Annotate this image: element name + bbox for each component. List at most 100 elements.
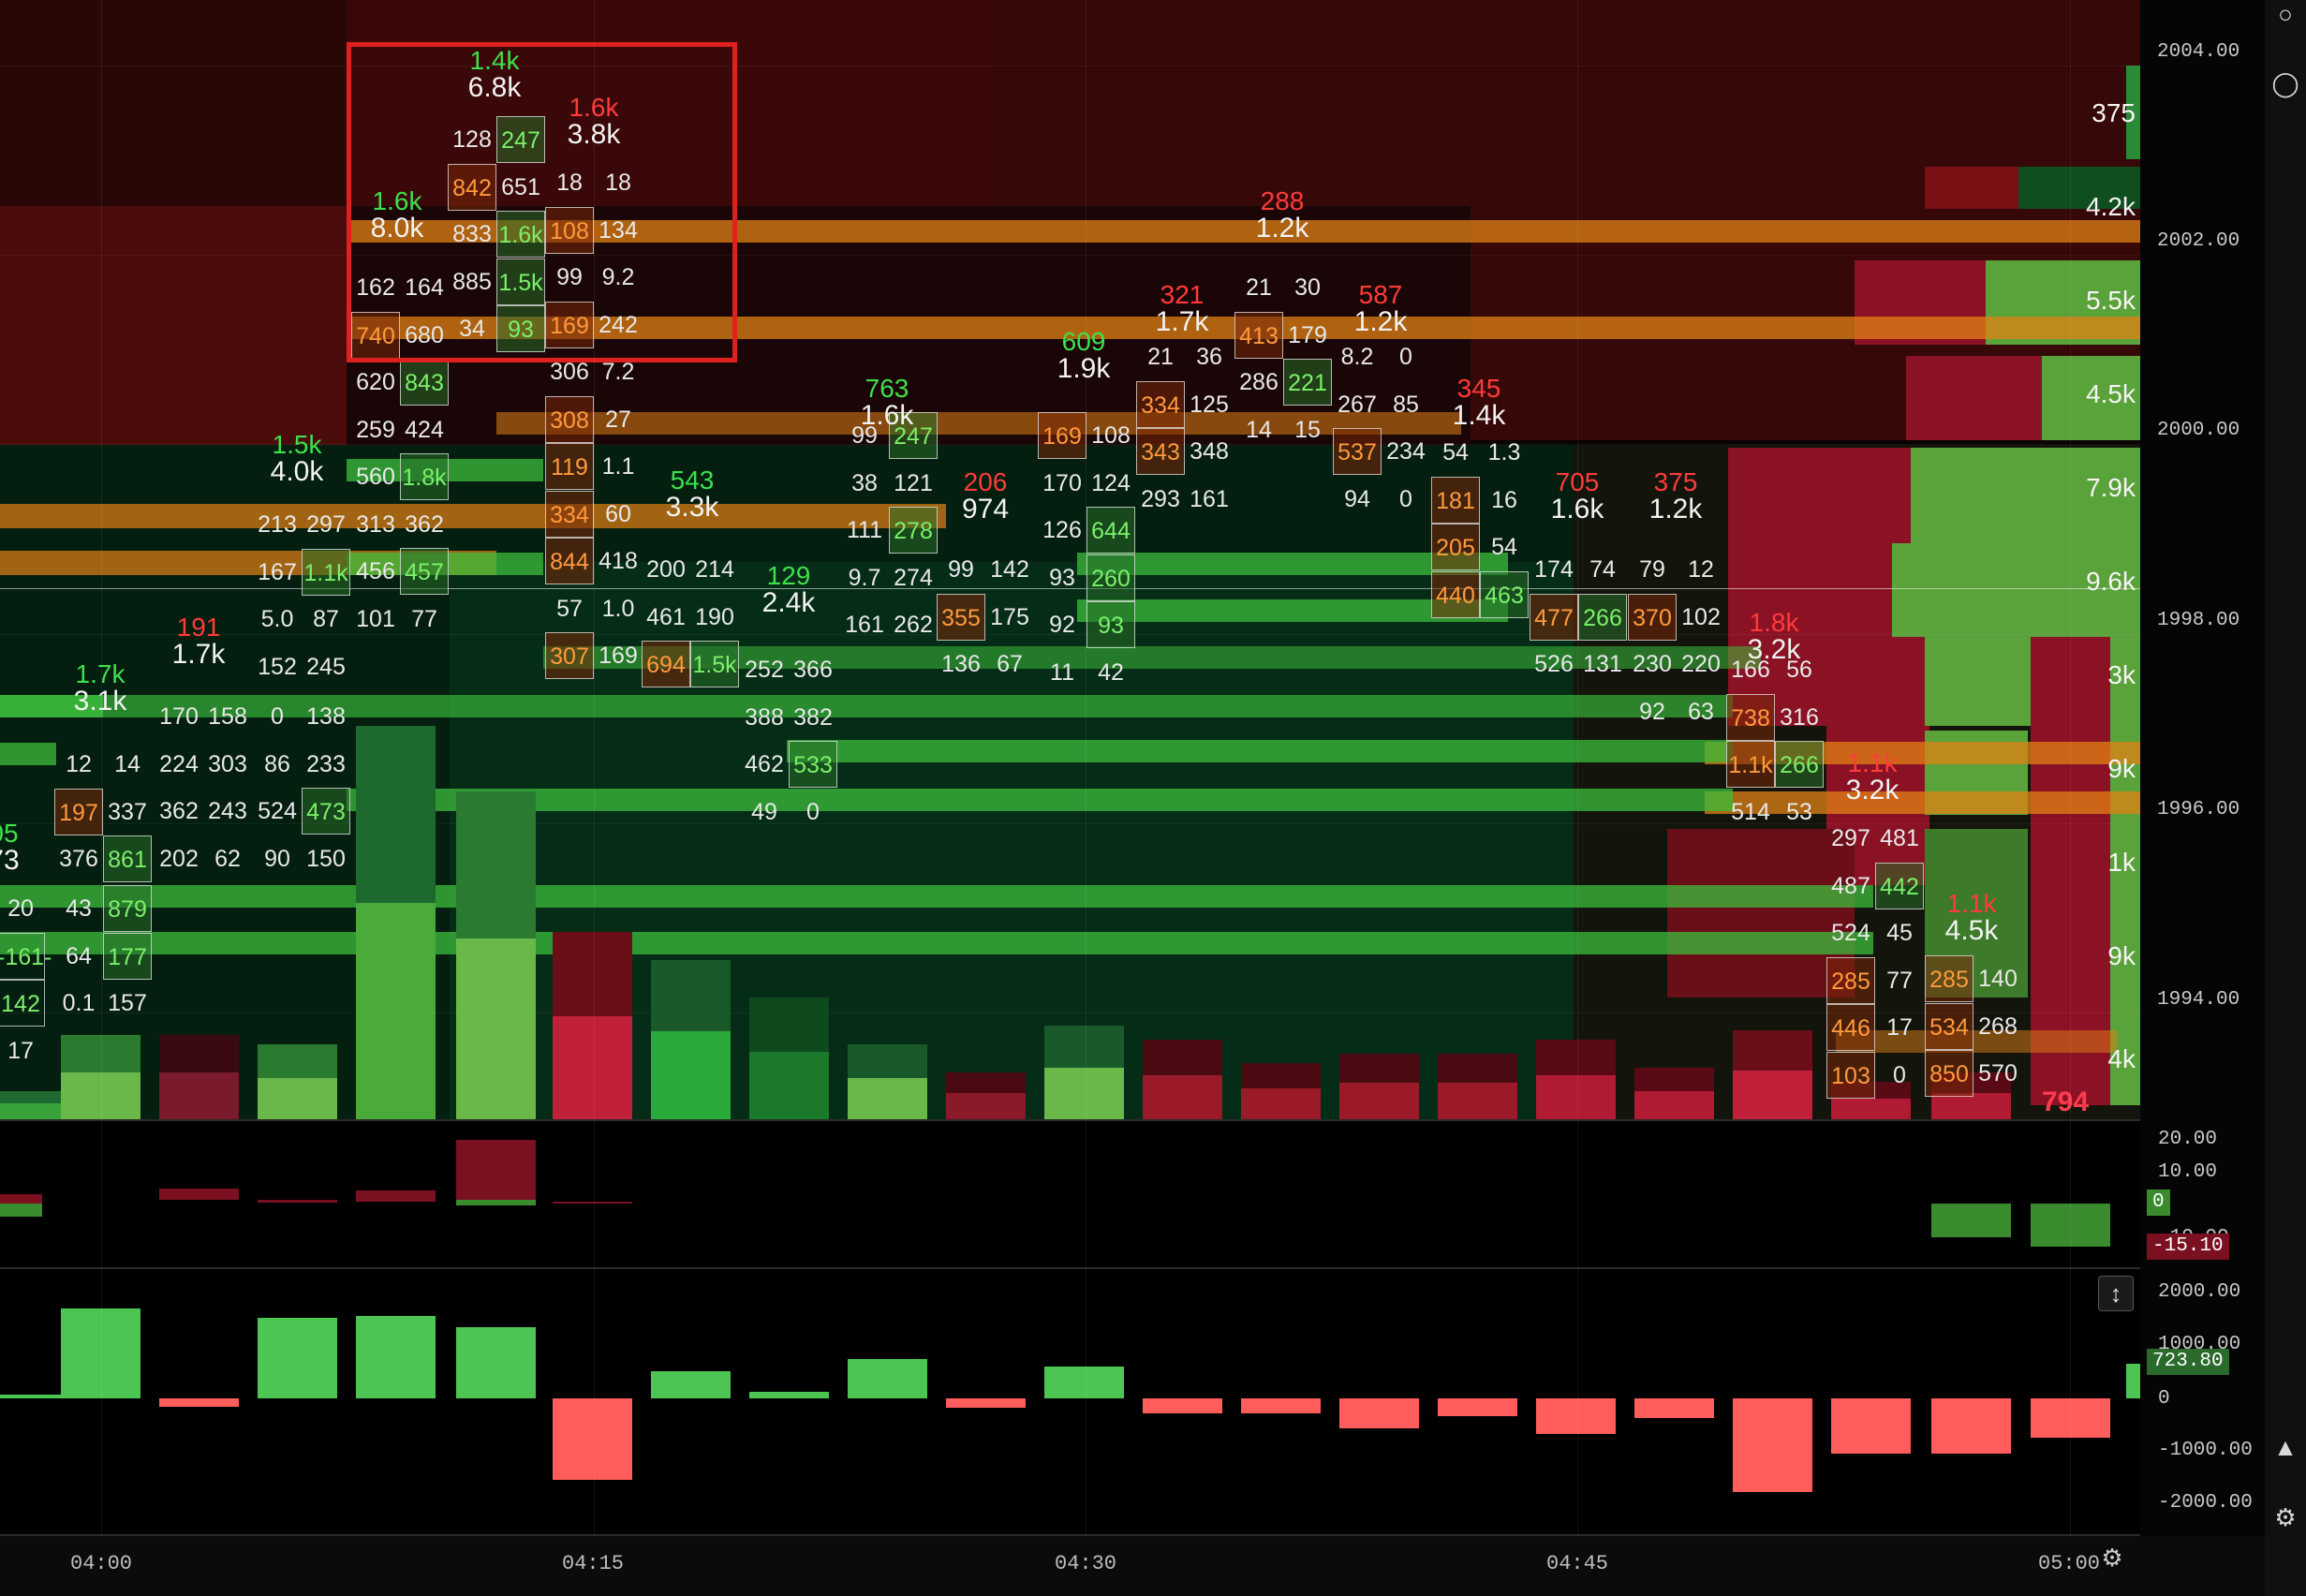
selection-rectangle[interactable]: [347, 42, 737, 362]
volume-bar: [1339, 1054, 1419, 1119]
ask-volume-cell: 266: [1775, 741, 1824, 788]
bid-volume-cell: 92: [1049, 612, 1075, 638]
bid-volume-cell: 534: [1925, 1002, 1973, 1050]
price-axis[interactable]: 2004.00 2002.00 2000.00 1998.00 1996.00 1994.…: [2140, 0, 2265, 1536]
cumulative-delta-bar: [1241, 1398, 1321, 1413]
ask-volume-cell: 138: [306, 703, 346, 730]
bar-total-label: 6.8k: [467, 72, 522, 103]
volume-bar: [1634, 1068, 1714, 1119]
time-axis[interactable]: 04:00 04:15 04:30 04:45 05:00: [0, 1536, 2265, 1596]
volume-bar-segment: [456, 938, 536, 1119]
ask-volume-cell: 56: [1786, 657, 1812, 683]
ask-volume-cell: 214: [695, 556, 734, 583]
ask-volume-cell: 242: [599, 311, 638, 338]
ask-volume-cell: 18: [605, 170, 631, 196]
volume-bar-segment: [553, 1016, 632, 1119]
indicator-bar: [553, 1202, 632, 1204]
ask-volume-cell: 164: [405, 274, 444, 301]
indicator-tick-label: -1000.00: [2158, 1440, 2253, 1461]
heatmap-zone: [1728, 448, 1911, 555]
chat-icon[interactable]: ○: [2278, 0, 2293, 28]
bid-volume-cell: 224: [159, 750, 199, 777]
ask-volume-cell: 1.3: [1487, 439, 1521, 466]
bid-volume-cell: 49: [751, 798, 777, 825]
ask-volume-cell: 30: [1294, 274, 1321, 301]
bar-total-label: 4.0k: [270, 456, 324, 487]
bid-volume-cell: 174: [1534, 556, 1574, 583]
ask-volume-cell: 93: [496, 305, 545, 352]
heatmap-size-label: 4k: [2107, 1044, 2136, 1073]
green-liquidity-band: [0, 695, 1733, 717]
alert-icon[interactable]: ▲: [2273, 1433, 2298, 1461]
bid-volume-cell: 99: [851, 422, 878, 449]
ask-volume-cell: 14: [114, 751, 140, 777]
bid-volume-cell: 313: [356, 510, 395, 538]
ask-volume-cell: 74: [1589, 556, 1616, 583]
volume-bar: [356, 726, 436, 1119]
bid-volume-cell: 343: [1136, 428, 1185, 475]
pane-separator[interactable]: [0, 1267, 2140, 1269]
indicator-tick-label: 0: [2158, 1388, 2170, 1410]
settings-icon[interactable]: ⚙: [2274, 1503, 2297, 1531]
ask-volume-cell: 27: [605, 406, 631, 433]
axis-settings-gear-icon[interactable]: ⚙: [2101, 1544, 2123, 1572]
pane-separator[interactable]: [0, 1534, 2140, 1536]
ask-volume-cell: 134: [599, 216, 638, 244]
bid-volume-cell: 285: [1826, 956, 1875, 1004]
ask-volume-cell: 93: [1086, 601, 1135, 648]
bid-volume-cell: 21: [1246, 274, 1272, 301]
ask-volume-cell: 0: [806, 798, 820, 825]
ask-volume-cell: 243: [208, 798, 247, 824]
ask-volume-cell: 680: [405, 321, 444, 348]
volume-bar: [456, 791, 536, 1119]
ask-volume-cell: 233: [306, 750, 346, 777]
price-tick-label: 2002.00: [2157, 230, 2240, 252]
ask-volume-cell: 177: [103, 932, 152, 980]
bid-volume-cell: 1.1k: [1726, 741, 1775, 788]
ask-volume-cell: 463: [1480, 570, 1529, 618]
cumulative-delta-bar: [61, 1308, 140, 1398]
bid-volume-cell: 388: [745, 703, 784, 731]
ask-volume-cell: 533: [789, 741, 837, 788]
bid-volume-cell: 94: [1344, 485, 1370, 512]
cumulative-delta-bar: [749, 1392, 829, 1398]
grid-line: [0, 823, 2140, 824]
indicator-bar: [159, 1189, 239, 1200]
indicator-bar: [1931, 1204, 2011, 1237]
ask-volume-cell: 169: [599, 643, 638, 669]
ask-volume-cell: 297: [306, 511, 346, 538]
bid-volume-cell: 362: [159, 798, 199, 824]
bid-volume-cell: 524: [258, 798, 297, 824]
ask-volume-cell: 1.6k: [496, 211, 545, 258]
ask-volume-cell: 651: [501, 173, 540, 200]
green-liquidity-band: [347, 789, 1733, 811]
pane-separator[interactable]: [0, 1119, 2140, 1121]
bid-volume-cell: 461: [646, 603, 686, 630]
ask-volume-cell: 12: [1688, 556, 1714, 583]
ask-volume-cell: 60: [605, 500, 631, 527]
bid-volume-cell: 5.0: [260, 606, 294, 632]
bid-volume-cell: 376: [59, 846, 98, 872]
bar-total-label: 1.4k: [1452, 400, 1506, 431]
bid-volume-cell: 252: [745, 657, 784, 683]
ask-volume-cell: 473: [302, 788, 350, 835]
scale-toggle-button[interactable]: ↕: [2098, 1276, 2134, 1311]
ask-volume-cell: 179: [1288, 321, 1327, 348]
cumulative-delta-bar: [651, 1370, 731, 1398]
heatmap-size-label: 4.2k: [2086, 192, 2136, 221]
bid-volume-cell: 620: [356, 369, 395, 395]
bid-volume-cell: 119: [545, 443, 594, 490]
bid-volume-cell: 355: [937, 593, 985, 641]
ask-volume-cell: 62: [214, 845, 241, 872]
bar-total-label: 1.9k: [1057, 353, 1111, 384]
bid-volume-cell: 560: [356, 464, 395, 490]
green-liquidity-band: [543, 646, 1761, 669]
bar-total-label: 1.2k: [1255, 213, 1309, 244]
orange-liquidity-band: [347, 220, 2140, 243]
delta-indicator-pane[interactable]: [0, 1121, 2140, 1267]
footprint-chart-pane[interactable]: 43 879 64 177 0.1 157 12 14 197 337 376 861 170 158 22…: [0, 0, 2140, 1119]
cumulative-delta-pane[interactable]: [0, 1269, 2140, 1534]
lightbulb-icon[interactable]: ◯: [2271, 69, 2299, 97]
bid-volume-cell: 205: [1431, 524, 1480, 570]
ask-volume-cell: 1.1: [601, 453, 635, 480]
